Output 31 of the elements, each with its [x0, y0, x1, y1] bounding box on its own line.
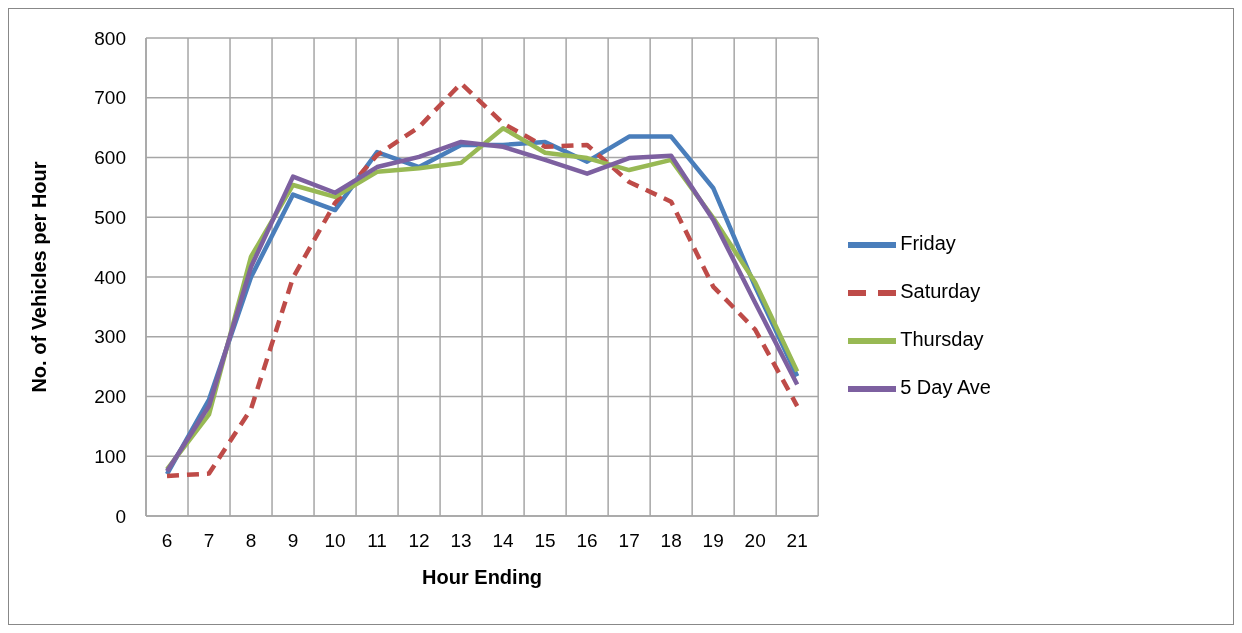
y-tick-label: 0 [115, 505, 126, 527]
x-tick-label: 7 [203, 530, 215, 552]
legend-label: Thursday [900, 327, 984, 350]
x-tick-label: 14 [492, 530, 515, 552]
x-tick-label: 15 [534, 530, 556, 552]
x-tick-label: 9 [287, 530, 299, 552]
y-axis-title: No. of Vehicles per Hour [28, 161, 51, 393]
x-tick-label: 11 [367, 530, 387, 552]
legend-label: Friday [900, 231, 956, 254]
x-axis-title: Hour Ending [422, 566, 543, 588]
x-tick-label: 19 [702, 530, 724, 552]
x-tick-label: 17 [618, 530, 640, 552]
x-tick-label: 12 [408, 530, 430, 552]
y-tick-label: 700 [94, 87, 126, 109]
x-tick-label: 10 [324, 530, 346, 552]
x-tick-label: 13 [450, 530, 472, 552]
y-tick-label: 600 [94, 147, 126, 169]
y-tick-label: 400 [94, 266, 126, 288]
y-tick-label: 300 [94, 326, 126, 348]
x-tick-label: 6 [161, 530, 173, 552]
x-tick-label: 16 [576, 530, 598, 552]
x-tick-label: 8 [245, 530, 257, 552]
y-tick-label: 500 [94, 206, 126, 228]
y-tick-label: 200 [94, 386, 126, 408]
x-tick-label: 20 [744, 530, 766, 552]
legend-label: Saturday [900, 279, 981, 302]
x-tick-label: 18 [660, 530, 682, 552]
y-tick-label: 800 [94, 27, 126, 49]
x-tick-label: 21 [786, 530, 808, 552]
y-tick-label: 100 [94, 445, 126, 467]
legend-label: 5 Day Ave [900, 375, 991, 398]
